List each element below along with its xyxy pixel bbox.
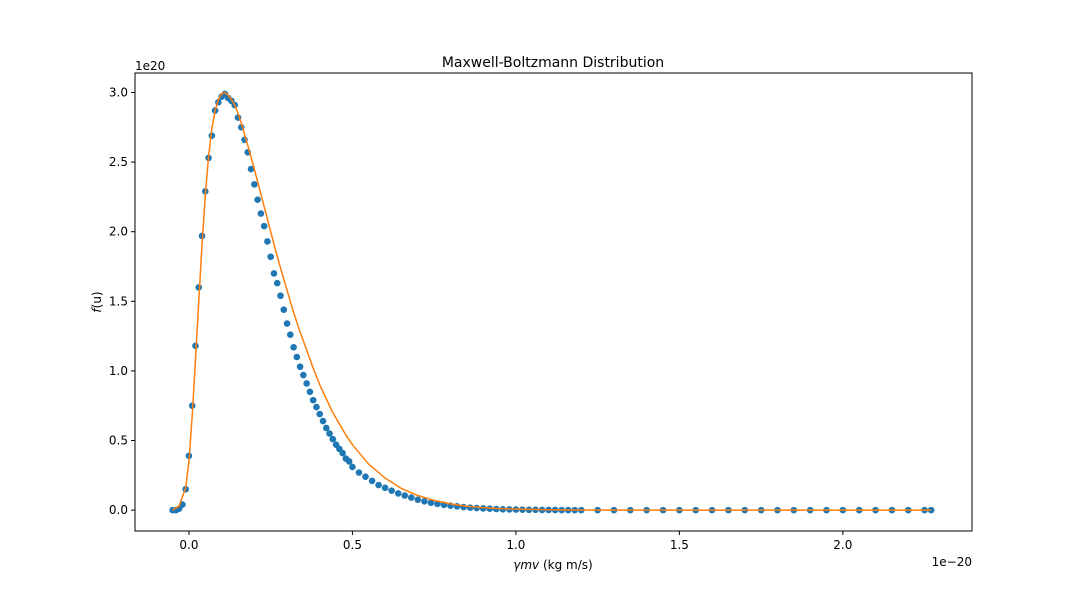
- scatter-point: [329, 435, 337, 443]
- y-tick-label: 2.0: [109, 225, 128, 239]
- y-axis-ticks: 0.0 0.5 1.0 1.5 2.0 2.5 3.0: [109, 85, 135, 517]
- scatter-point: [290, 343, 297, 351]
- y-tick-label: 3.0: [109, 85, 128, 99]
- scatter-point: [264, 238, 271, 245]
- x-axis-ticks: 0.0 0.5 1.0 1.5 2.0: [179, 531, 852, 552]
- x-tick-label: 1.0: [506, 538, 525, 552]
- scatter-point: [316, 410, 324, 418]
- y-tick-label: 0.5: [109, 434, 128, 448]
- scatter-point: [349, 463, 356, 471]
- scatter-point: [309, 396, 317, 404]
- scatter-point: [339, 449, 346, 457]
- scatter-point: [326, 430, 333, 437]
- scatter-point: [303, 380, 310, 387]
- y-tick-label: 2.5: [109, 155, 128, 169]
- scatter-point: [293, 353, 301, 361]
- scatter-point: [192, 342, 199, 350]
- series-layer: [169, 90, 935, 514]
- scatter-point: [394, 490, 402, 497]
- y-offset-text: 1e20: [135, 59, 165, 73]
- scatter-point: [407, 494, 415, 501]
- scatter-point: [251, 181, 258, 188]
- scatter-point: [381, 484, 389, 492]
- y-tick-label: 1.0: [109, 364, 128, 378]
- fit-line: [172, 91, 932, 511]
- scatter-point: [267, 253, 274, 261]
- y-axis-label: f(u): [90, 291, 104, 312]
- scatter-point: [434, 500, 441, 508]
- scatter-point: [388, 487, 395, 494]
- scatter-point: [427, 499, 435, 507]
- scatter-point: [322, 424, 330, 432]
- scatter-point: [319, 417, 327, 425]
- scatter-point: [368, 477, 376, 485]
- scatter-point: [300, 371, 307, 379]
- scatter-point: [466, 504, 474, 511]
- chart-title: Maxwell-Boltzmann Distribution: [442, 55, 664, 71]
- scatter-point: [927, 506, 935, 514]
- scatter-point: [345, 458, 353, 465]
- scatter-point: [287, 331, 294, 339]
- scatter-point: [257, 210, 265, 217]
- scatter-point: [273, 279, 281, 287]
- scatter-point: [260, 222, 268, 230]
- scatter-point: [283, 320, 291, 327]
- scatter-point: [362, 473, 369, 481]
- scatter-point: [473, 504, 480, 512]
- x-tick-label: 1.5: [670, 538, 689, 552]
- scatter-point: [421, 498, 428, 505]
- x-axis-label-unit: (kg m/s): [539, 558, 593, 572]
- x-tick-label: 0.5: [343, 538, 362, 552]
- y-tick-label: 0.0: [109, 503, 128, 517]
- scatter-point: [277, 292, 284, 300]
- y-axis-label-f: f: [90, 307, 104, 313]
- scatter-point: [296, 363, 304, 371]
- y-axis-label-arg: (u): [90, 291, 104, 308]
- scatter-point: [313, 403, 320, 411]
- scatter-point: [280, 306, 288, 313]
- x-axis-label: γmv (kg m/s): [513, 558, 592, 572]
- scatter-point: [414, 496, 422, 503]
- y-tick-label: 1.5: [109, 294, 128, 308]
- x-offset-text: 1e−20: [932, 555, 972, 569]
- scatter-point: [254, 196, 261, 203]
- scatter-point: [195, 284, 203, 291]
- x-axis-label-math: γmv: [513, 558, 540, 572]
- axes-frame: [134, 72, 973, 532]
- scatter-point: [247, 165, 255, 173]
- scatter-point: [401, 492, 409, 499]
- scatter-point: [375, 481, 382, 489]
- x-tick-label: 2.0: [833, 538, 852, 552]
- scatter-point: [306, 388, 314, 396]
- scatter-point: [355, 469, 363, 476]
- x-tick-label: 0.0: [179, 538, 198, 552]
- scatter-point: [270, 270, 278, 277]
